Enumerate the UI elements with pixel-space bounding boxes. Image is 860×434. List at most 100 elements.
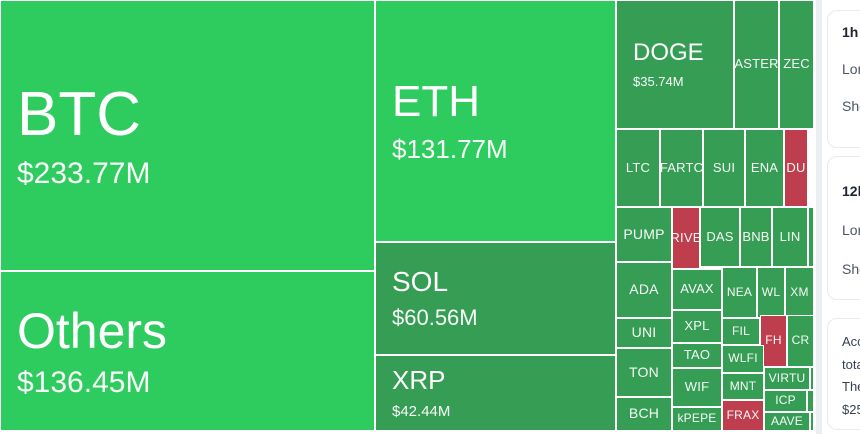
panel-1h-long-label: Lon: [842, 61, 860, 77]
treemap-tile-sui[interactable]: SUI: [703, 129, 745, 207]
treemap-tile-doge[interactable]: DOGE $35.74M: [616, 0, 734, 129]
panel-1h-title: 1h: [842, 24, 859, 40]
panel-12h-long-label: Lon: [842, 222, 860, 238]
treemap-tile-xrp[interactable]: XRP $42.44M: [375, 355, 616, 431]
treemap-tile-lin[interactable]: LIN: [772, 207, 808, 267]
treemap-tile-ton[interactable]: TON: [616, 348, 672, 397]
treemap-tile-bnb[interactable]: BNB: [740, 207, 772, 267]
treemap-tile-ltc[interactable]: LTC: [616, 129, 660, 207]
treemap-tile-aster[interactable]: ASTER: [734, 0, 779, 129]
tile-symbol: AVAX: [680, 281, 714, 297]
treemap-tile-cr[interactable]: CR: [787, 315, 814, 367]
tile-symbol: BTC: [17, 80, 141, 150]
tile-symbol: FIL: [732, 323, 750, 338]
tile-symbol: Others: [17, 302, 168, 359]
tile-symbol: UNI: [631, 324, 657, 341]
treemap-tile-fartc[interactable]: FARTC: [660, 129, 703, 207]
treemap-tile-wl[interactable]: WL: [757, 267, 785, 318]
tile-symbol: FRAX: [726, 407, 760, 422]
summary-line-3: The: [842, 379, 860, 394]
treemap-tile-frax[interactable]: FRAX: [722, 400, 764, 431]
treemap-tile-fil[interactable]: FIL: [722, 318, 760, 345]
tile-symbol: TON: [629, 363, 659, 380]
tile-symbol: ICP: [775, 393, 796, 408]
tile-symbol: DOGE: [633, 39, 704, 67]
tile-symbol: ENA: [750, 159, 779, 175]
treemap-tile-das[interactable]: DAS: [700, 207, 740, 267]
treemap-tile-ena[interactable]: ENA: [745, 129, 784, 207]
treemap-tile-xm[interactable]: XM: [785, 267, 814, 318]
treemap-tile-others[interactable]: Others $136.45M: [0, 271, 375, 431]
treemap-tile-du[interactable]: DU: [784, 129, 808, 207]
tile-value: $131.77M: [392, 133, 508, 164]
treemap-tile-sol[interactable]: SOL $60.56M: [375, 242, 616, 355]
tile-symbol: WIF: [684, 379, 710, 395]
panel-1h-short-label: Sho: [842, 98, 860, 114]
tile-symbol: VIRTU: [768, 370, 806, 385]
treemap-tile-xpl[interactable]: XPL: [672, 310, 722, 343]
treemap-tile-uni[interactable]: UNI: [616, 318, 672, 348]
tile-symbol: WL: [761, 284, 781, 299]
tile-value: $35.74M: [633, 73, 684, 89]
tile-symbol: NEA: [726, 284, 753, 299]
treemap-tile-kpepe[interactable]: kPEPE: [672, 407, 722, 431]
treemap-tile-sliver[interactable]: [810, 367, 814, 390]
tile-value: $136.45M: [17, 365, 151, 399]
tile-symbol: BNB: [742, 228, 770, 244]
treemap-tile-fh[interactable]: FH: [760, 315, 787, 367]
tile-symbol: WLFI: [728, 351, 758, 366]
tile-symbol: FARTC: [660, 159, 703, 175]
tile-symbol: XPL: [684, 318, 710, 334]
tile-symbol: ZEC: [783, 56, 810, 72]
treemap-tile-bch[interactable]: BCH: [616, 397, 672, 431]
tile-value: $233.77M: [17, 156, 151, 190]
treemap-tile-nea[interactable]: NEA: [722, 267, 757, 318]
summary-line-1: Acc: [842, 334, 860, 349]
tile-symbol: SOL: [392, 266, 449, 298]
tile-symbol: CR: [791, 333, 810, 348]
tile-symbol: kPEPE: [677, 411, 717, 426]
treemap-tile-sliver[interactable]: [810, 412, 814, 431]
treemap-tile-aave[interactable]: AAVE: [764, 412, 810, 431]
tile-symbol: SUI: [712, 159, 736, 175]
treemap-tile-virtu[interactable]: VIRTU: [764, 367, 810, 390]
panel-12h-short-label: Sho: [842, 261, 860, 277]
tile-symbol: BCH: [628, 405, 660, 422]
tile-symbol: MNT: [729, 378, 757, 393]
summary-line-4: $25: [842, 401, 860, 417]
liquidation-treemap: BTC $233.77M Others $136.45M ETH $131.77M SOL $…: [0, 0, 816, 431]
treemap-tile-wlfi[interactable]: WLFI: [722, 345, 764, 373]
tile-symbol: ETH: [392, 77, 480, 127]
treemap-tile-sliver[interactable]: [808, 207, 814, 267]
treemap-tile-eth[interactable]: ETH $131.77M: [375, 0, 616, 242]
treemap-tile-zec[interactable]: ZEC: [779, 0, 814, 129]
tile-symbol: DAS: [706, 228, 734, 244]
tile-symbol: DU: [786, 159, 806, 175]
treemap-tile-rive[interactable]: RIVE: [672, 207, 700, 269]
treemap-tile-tao[interactable]: TAO: [672, 343, 722, 368]
tile-symbol: LIN: [779, 228, 801, 244]
treemap-tile-ada[interactable]: ADA: [616, 262, 672, 318]
treemap-tile-avax[interactable]: AVAX: [672, 269, 722, 310]
tile-symbol: FH: [765, 333, 782, 348]
tile-value: $42.44M: [392, 402, 451, 420]
treemap-tile-btc[interactable]: BTC $233.77M: [0, 0, 375, 271]
tile-symbol: ADA: [629, 281, 659, 298]
summary-line-2: tota: [842, 356, 860, 372]
treemap-tile-mnt[interactable]: MNT: [722, 373, 764, 400]
treemap-right-gutter: [816, 0, 822, 434]
panel-1h: 1h Lon Sho: [827, 10, 860, 148]
tile-symbol: ASTER: [734, 56, 779, 72]
tile-symbol: LTC: [625, 159, 651, 175]
treemap-tile-sliver[interactable]: [807, 390, 814, 412]
tile-symbol: XM: [790, 284, 809, 299]
tile-symbol: RIVE: [673, 229, 700, 245]
treemap-tile-pump[interactable]: PUMP: [616, 207, 672, 262]
panel-12h-title: 12h: [842, 183, 860, 199]
tile-symbol: TAO: [683, 347, 711, 363]
sidebar: 1h Lon Sho 12h Lon Sho Acc tota The $25: [827, 0, 860, 434]
tile-symbol: AAVE: [771, 413, 803, 428]
treemap-tile-wif[interactable]: WIF: [672, 368, 722, 407]
treemap-tile-icp[interactable]: ICP: [764, 390, 807, 412]
